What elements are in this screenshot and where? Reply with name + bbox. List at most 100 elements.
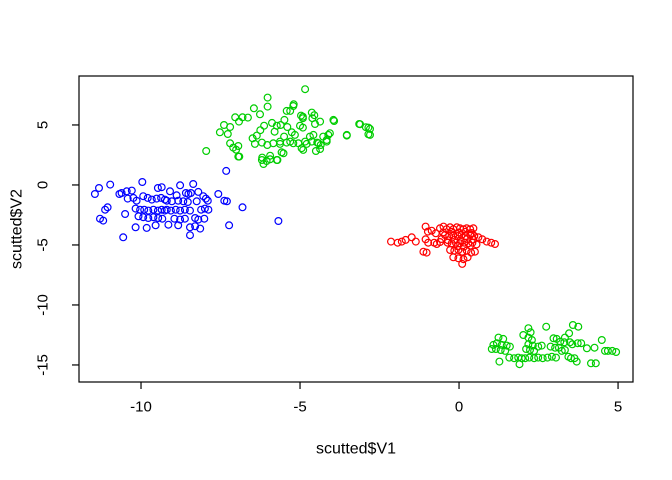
data-point [330,116,339,125]
data-point [119,233,128,242]
data-point [256,110,265,119]
data-point [421,222,430,231]
data-point [525,353,534,362]
x-tick-label: -10 [130,399,152,416]
data-point [566,354,575,363]
data-point [147,195,156,204]
data-point [530,354,539,363]
data-point [179,197,188,206]
data-point [186,206,195,215]
data-point [259,160,268,169]
data-point [565,329,574,338]
data-point [501,346,510,355]
data-point [157,183,166,192]
data-point [565,338,574,347]
data-point [419,247,428,256]
data-point [316,141,325,150]
data-point [612,348,621,357]
data-point [180,214,189,223]
data-point [194,187,203,196]
data-point [586,359,595,368]
data-point [157,205,166,214]
data-point [166,206,175,215]
data-point [162,205,171,214]
data-point [478,235,487,244]
data-point [446,246,455,255]
data-point [180,205,189,214]
data-point [298,123,307,132]
data-point [316,117,325,126]
data-point [467,229,476,238]
data-point [423,227,432,236]
data-point [316,145,325,154]
series-cluster-blue [90,166,283,242]
data-point [226,139,235,148]
data-point [454,254,463,263]
data-point [356,120,365,129]
data-point [305,132,314,141]
data-point [134,212,143,221]
data-point [257,156,266,165]
data-point [176,181,185,190]
data-point [487,345,496,354]
data-point [534,342,543,351]
data-point [132,196,141,205]
x-axis: -10 -5 0 5 [130,382,622,416]
data-point [310,111,319,120]
data-point [270,127,279,136]
data-point [568,321,577,330]
data-point [94,184,103,193]
data-point [311,147,320,156]
data-point [470,247,479,256]
data-point [90,190,99,199]
data-point [170,214,179,223]
data-point [474,233,483,242]
data-point [243,113,252,122]
x-tick-label: 5 [614,399,622,416]
data-point [166,187,175,196]
y-tick-label: 5 [35,121,52,129]
data-point [186,231,195,240]
x-tick-label: 0 [455,399,463,416]
data-point [151,221,160,230]
series-cluster-red [387,222,500,268]
data-point [266,151,275,160]
data-point [272,156,281,165]
data-point [283,122,292,131]
data-point [307,108,316,117]
data-point [491,240,500,249]
data-point [608,346,617,355]
data-point [191,222,200,231]
data-point [174,221,183,230]
data-point [235,117,244,126]
data-point [203,196,212,205]
data-point [222,166,231,175]
data-point [537,341,546,350]
data-point [192,197,201,206]
data-point [551,353,560,362]
y-tick-label: 0 [35,181,52,189]
y-axis-title: scutted$V2 [9,189,26,269]
data-point [164,220,173,229]
y-tick-label: -10 [35,294,52,316]
data-point [496,346,505,355]
data-point [176,206,185,215]
data-point [591,359,600,368]
y-tick-label: -15 [35,354,52,376]
data-point [322,137,331,146]
data-point [597,336,606,345]
data-point [459,255,468,264]
data-point [101,205,110,214]
data-point [407,233,416,242]
data-point [226,122,235,131]
data-point [297,144,306,153]
data-point [286,106,295,115]
data-point [342,131,351,140]
data-point [186,189,195,198]
data-point [149,205,158,214]
data-point [234,142,243,151]
data-point [256,126,265,135]
data-point [495,357,504,366]
